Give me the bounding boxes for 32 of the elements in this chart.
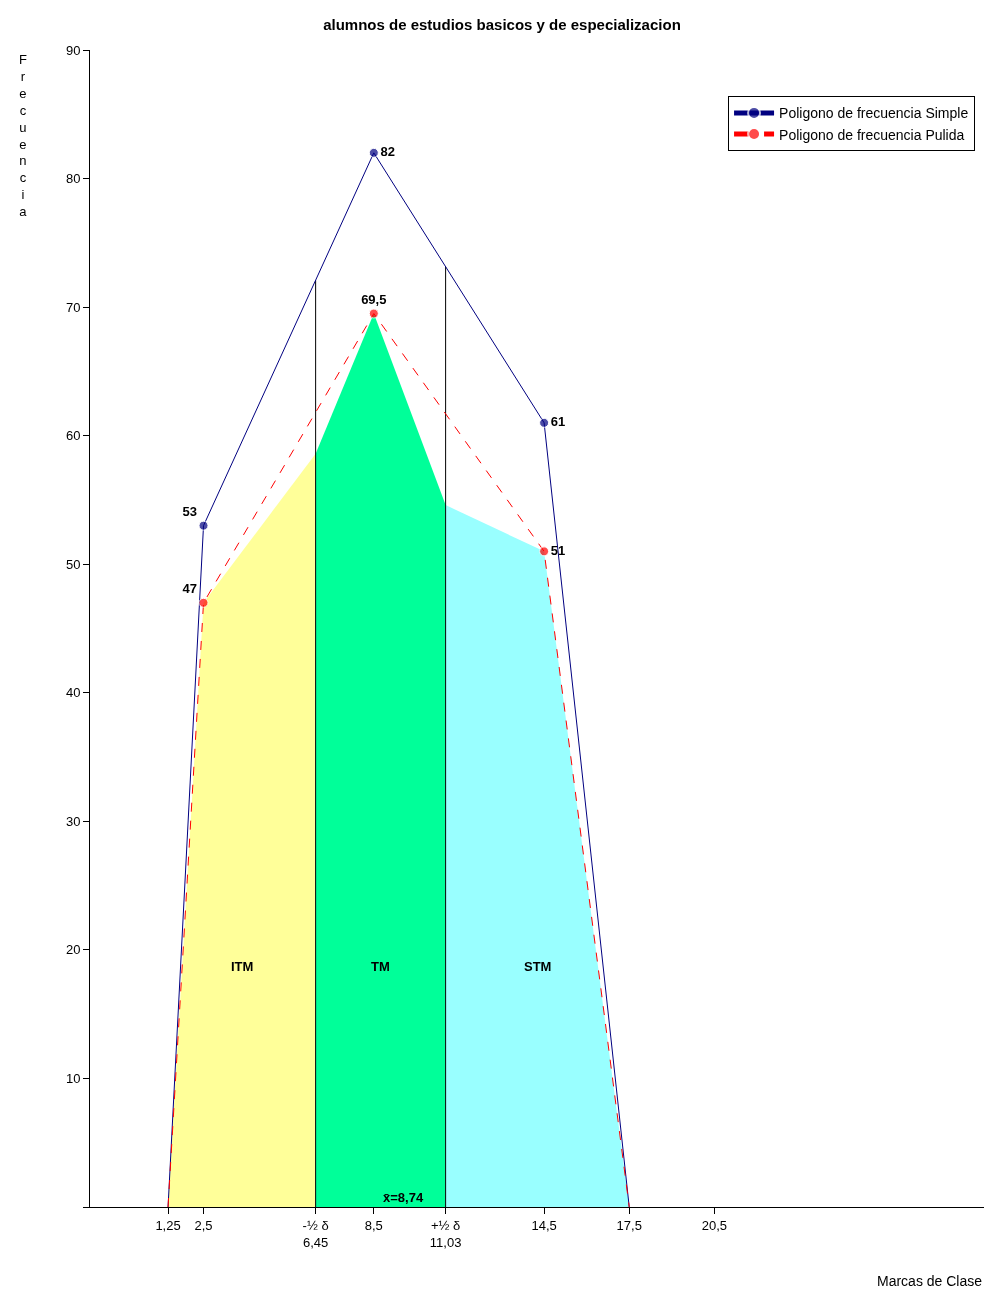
y-tick-label: 70 [65, 299, 81, 315]
y-tick-label: 50 [65, 556, 81, 572]
y-tick-label: 40 [65, 685, 81, 701]
y-tick-label: 10 [65, 1070, 81, 1086]
data-label: 47 [182, 580, 197, 596]
x-tick-label: -½ δ 6,45 [302, 1217, 329, 1250]
x-tick-label: 1,25 [155, 1217, 181, 1233]
data-label: 69,5 [361, 291, 387, 307]
x-tick-label: +½ δ 11,03 [429, 1217, 462, 1250]
annotation: x̄=8,74 [383, 1190, 424, 1205]
series-label: STM [524, 959, 552, 974]
data-label: 51 [550, 542, 566, 558]
y-tick-label: 60 [65, 428, 81, 444]
data-label: 82 [380, 144, 395, 160]
chart-title: alumnos de estudios basicos y de especializacion [323, 15, 681, 33]
x-tick-label: 20,5 [701, 1217, 728, 1233]
x-tick-label: 14,5 [531, 1217, 557, 1233]
series-label: ITM [231, 959, 254, 974]
x-axis-title: Marcas de Clase [877, 1273, 983, 1289]
x-tick-label: 8,5 [364, 1217, 383, 1233]
y-tick-label: 90 [65, 42, 81, 58]
y-tick-label: 80 [65, 171, 81, 187]
y-tick-label: 20 [65, 942, 81, 958]
x-tick-label: 2,5 [194, 1217, 213, 1233]
x-tick-label: 17,5 [616, 1217, 642, 1233]
legend-label: Poligono de frecuencia Simple [779, 105, 969, 122]
data-label: 61 [550, 414, 566, 430]
series-label: TM [371, 959, 390, 974]
legend-label: Poligono de frecuencia Pulida [779, 126, 965, 143]
y-tick-label: 30 [65, 813, 81, 829]
text: Frecuencia [19, 52, 27, 220]
data-label: 53 [182, 503, 197, 519]
